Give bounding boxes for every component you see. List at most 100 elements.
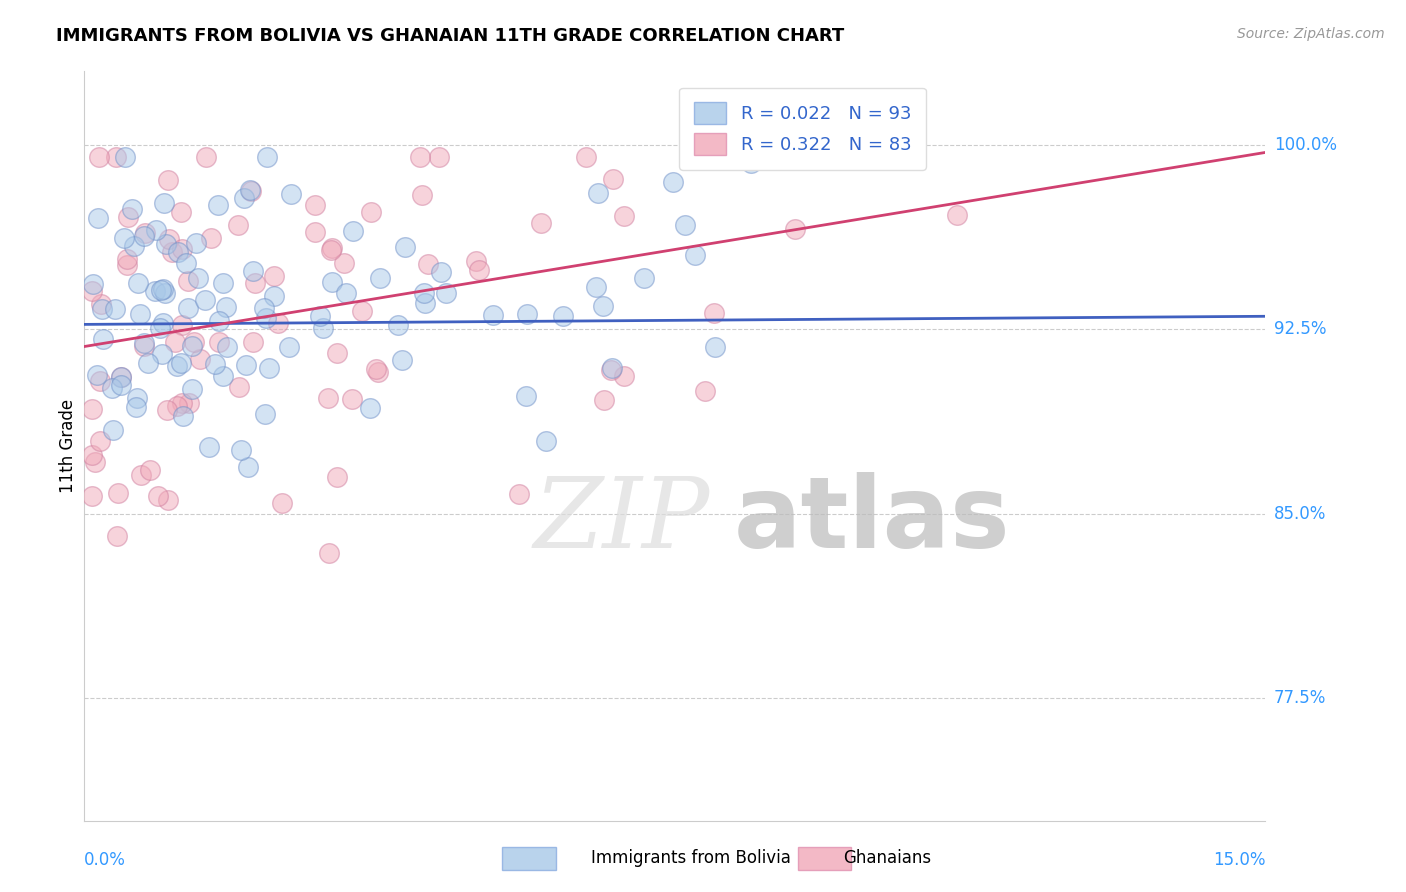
Point [242, 264, 264, 278]
Point [115, 252, 138, 267]
Point [267, 316, 290, 330]
Point [600, 362, 623, 376]
Point [176, 274, 198, 288]
Point [280, 186, 302, 201]
Point [586, 186, 609, 200]
Point [145, 222, 167, 236]
Point [153, 285, 176, 300]
Point [82, 277, 104, 292]
Point [152, 282, 174, 296]
Point [104, 150, 127, 164]
Point [166, 399, 188, 413]
Point [91, 332, 114, 346]
Point [194, 293, 217, 307]
Point [592, 300, 614, 314]
Point [155, 237, 177, 252]
Point [105, 528, 128, 542]
Point [195, 150, 218, 164]
Point [780, 150, 803, 164]
Point [783, 222, 806, 236]
Point [335, 285, 357, 300]
Text: 77.5%: 77.5% [1274, 689, 1326, 706]
Point [110, 370, 132, 384]
Bar [502, 847, 557, 870]
Text: Ghanaians: Ghanaians [844, 849, 932, 867]
Point [143, 284, 166, 298]
Point [86, 368, 108, 383]
Point [208, 313, 231, 327]
Point [134, 226, 156, 240]
Point [115, 258, 138, 272]
Point [391, 353, 413, 368]
Point [82, 284, 104, 298]
Point [263, 288, 285, 302]
Point [150, 347, 173, 361]
Point [132, 228, 155, 243]
Point [228, 380, 250, 394]
Point [129, 467, 152, 482]
Point [107, 485, 129, 500]
Point [740, 155, 762, 169]
Point [163, 334, 186, 349]
Text: Source: ZipAtlas.com: Source: ZipAtlas.com [1237, 27, 1385, 41]
Point [184, 235, 207, 250]
Point [122, 239, 145, 253]
Point [156, 493, 179, 508]
Point [188, 352, 211, 367]
Point [946, 208, 969, 222]
Point [394, 240, 416, 254]
Point [551, 309, 574, 323]
Point [114, 150, 136, 164]
Text: atlas: atlas [734, 473, 1011, 569]
Point [104, 301, 127, 316]
Point [239, 183, 262, 197]
Point [90, 297, 112, 311]
Point [177, 395, 200, 409]
Point [855, 150, 877, 164]
Point [259, 360, 281, 375]
Text: 15.0%: 15.0% [1213, 851, 1265, 869]
Point [312, 321, 335, 335]
Point [212, 368, 235, 383]
Point [112, 231, 135, 245]
Point [157, 232, 180, 246]
Point [170, 205, 193, 219]
Point [153, 196, 176, 211]
Point [411, 188, 433, 202]
Point [82, 448, 104, 462]
Point [100, 380, 122, 394]
Point [318, 546, 340, 560]
Legend: R = 0.022   N = 93, R = 0.322   N = 83: R = 0.022 N = 93, R = 0.322 N = 83 [679, 88, 925, 169]
Point [673, 219, 696, 233]
Point [418, 257, 440, 271]
Point [277, 340, 299, 354]
Point [149, 321, 172, 335]
Point [482, 308, 505, 322]
Point [366, 362, 388, 376]
Point [516, 307, 538, 321]
Point [430, 265, 453, 279]
Point [207, 198, 229, 212]
Point [89, 434, 111, 448]
Point [166, 359, 188, 374]
Point [367, 365, 389, 379]
Point [530, 216, 553, 230]
Point [235, 358, 257, 372]
Point [177, 301, 200, 315]
Point [309, 310, 332, 324]
Point [243, 276, 266, 290]
Point [592, 392, 614, 407]
Point [121, 202, 143, 216]
Text: 100.0%: 100.0% [1274, 136, 1337, 154]
Point [214, 300, 236, 314]
Point [110, 370, 132, 384]
Point [602, 172, 624, 186]
Point [342, 224, 364, 238]
Point [236, 460, 259, 475]
Point [170, 356, 193, 370]
Text: 0.0%: 0.0% [84, 851, 127, 869]
Point [613, 368, 636, 383]
Point [117, 211, 139, 225]
Point [156, 403, 179, 417]
Point [508, 487, 530, 501]
